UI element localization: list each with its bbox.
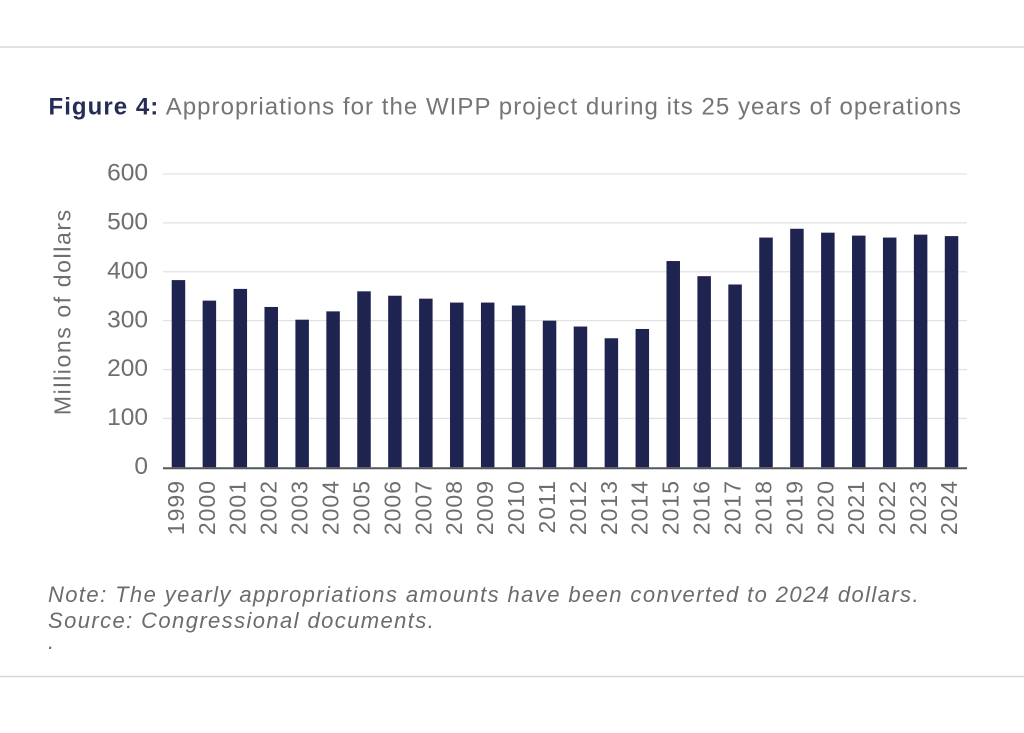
svg-text:Source: Congressional document: Source: Congressional documents. xyxy=(48,608,435,633)
svg-text:Note: The yearly appropriation: Note: The yearly appropriations amounts … xyxy=(48,582,920,607)
svg-text:2008: 2008 xyxy=(441,480,467,535)
svg-text:2013: 2013 xyxy=(596,480,622,535)
svg-text:Figure 4: Appropriations for t: Figure 4: Appropriations for the WIPP pr… xyxy=(49,94,963,121)
svg-text:.: . xyxy=(48,629,54,654)
svg-text:2009: 2009 xyxy=(472,480,498,535)
svg-text:2000: 2000 xyxy=(194,480,220,535)
svg-text:2002: 2002 xyxy=(256,480,282,535)
svg-text:2015: 2015 xyxy=(658,480,684,535)
svg-text:Millions of dollars: Millions of dollars xyxy=(49,208,75,415)
svg-text:2004: 2004 xyxy=(317,480,343,535)
svg-text:2010: 2010 xyxy=(503,480,529,535)
svg-text:2003: 2003 xyxy=(287,480,313,535)
svg-text:600: 600 xyxy=(107,160,148,187)
svg-text:2012: 2012 xyxy=(565,480,591,535)
svg-text:500: 500 xyxy=(107,209,148,236)
svg-text:2024: 2024 xyxy=(936,480,962,535)
svg-text:2001: 2001 xyxy=(225,480,251,535)
svg-text:2016: 2016 xyxy=(689,480,715,535)
svg-text:2005: 2005 xyxy=(348,480,374,535)
svg-text:2014: 2014 xyxy=(627,480,653,535)
svg-text:2020: 2020 xyxy=(812,480,838,535)
svg-text:2011: 2011 xyxy=(534,480,560,533)
svg-text:200: 200 xyxy=(107,355,148,382)
svg-text:2007: 2007 xyxy=(410,480,436,535)
svg-text:2023: 2023 xyxy=(905,480,931,535)
svg-text:2022: 2022 xyxy=(874,480,900,535)
svg-text:2006: 2006 xyxy=(379,480,405,535)
svg-text:1999: 1999 xyxy=(163,480,189,535)
svg-text:2017: 2017 xyxy=(719,480,745,535)
svg-text:2021: 2021 xyxy=(843,480,869,535)
svg-text:2019: 2019 xyxy=(781,480,807,535)
svg-text:100: 100 xyxy=(107,404,148,431)
svg-text:2018: 2018 xyxy=(750,480,776,535)
svg-text:400: 400 xyxy=(107,257,148,284)
svg-text:300: 300 xyxy=(107,306,148,333)
svg-text:0: 0 xyxy=(134,453,148,480)
